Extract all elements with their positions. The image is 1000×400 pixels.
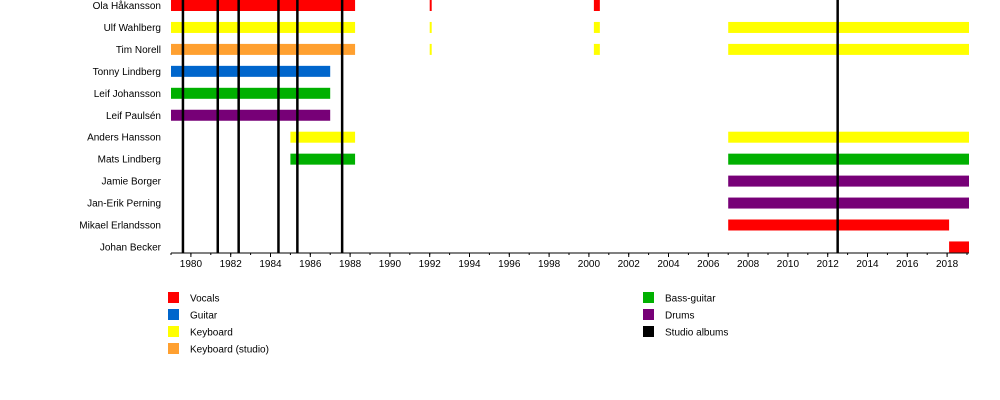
bar-tim-norell-keyboard [429, 43, 432, 55]
bar-jamie-borger-drums [728, 175, 969, 187]
bar-ulf-wahlberg-keyboard [593, 21, 600, 33]
x-tick-label: 1986 [299, 259, 322, 270]
x-tick-label: 2004 [657, 259, 680, 270]
bar-tonny-lindberg-guitar [171, 65, 331, 77]
member-label-jan-erik-perning: Jan-Erik Perning [87, 199, 161, 210]
legend-label-keyboard: Keyboard [190, 328, 233, 339]
legend-swatch-bass-guitar [643, 292, 654, 303]
member-label-johan-becker: Johan Becker [100, 242, 162, 253]
legend-swatch-guitar [168, 309, 179, 320]
bar-johan-becker-vocals [949, 241, 969, 253]
legend-swatch-keyboard [168, 326, 179, 337]
bar-ola-hakansson-vocals [593, 0, 600, 11]
x-tick-label: 2014 [856, 259, 879, 270]
x-tick-label: 2008 [737, 259, 760, 270]
member-label-leif-johansson: Leif Johansson [94, 89, 161, 100]
member-label-tonny-lindberg: Tonny Lindberg [93, 67, 161, 78]
x-tick-label: 1992 [419, 259, 442, 270]
member-label-leif-paulsen: Leif Paulsén [106, 111, 161, 122]
member-label-anders-hansson: Anders Hansson [87, 133, 161, 144]
x-tick-label: 2000 [578, 259, 601, 270]
member-labels: Ola Håkansson Ulf Wahlberg Tim Norell Tonny… [79, 0, 161, 253]
legend-label-studio-albums: Studio albums [665, 328, 728, 339]
x-tick-label: 1982 [220, 259, 243, 270]
x-tick-label: 2010 [777, 259, 800, 270]
bar-ola-hakansson-vocals [171, 0, 356, 11]
bar-anders-hansson-keyboard [728, 131, 969, 143]
x-tick-label: 2002 [618, 259, 641, 270]
bar-ulf-wahlberg-keyboard [429, 21, 432, 33]
member-label-ola-hakansson: Ola Håkansson [93, 0, 161, 12]
x-tick-label: 2018 [936, 259, 959, 270]
legend-label-keyboard-studio: Keyboard (studio) [190, 345, 269, 356]
bar-ulf-wahlberg-keyboard [171, 21, 356, 33]
legend-label-bass-guitar: Bass-guitar [665, 294, 716, 305]
bar-tim-norell-keyboard [593, 43, 600, 55]
x-tick-label: 1994 [458, 259, 481, 270]
bar-tim-norell-keyboard [728, 43, 969, 55]
legend-swatch-vocals [168, 292, 179, 303]
bar-anders-hansson-keyboard [290, 131, 356, 143]
legend-label-guitar: Guitar [190, 311, 218, 322]
x-tick-label: 2016 [896, 259, 919, 270]
bar-leif-johansson-bass-guitar [171, 87, 331, 99]
bar-ulf-wahlberg-keyboard [728, 21, 969, 33]
member-bars [171, 0, 969, 253]
x-tick-label: 1990 [379, 259, 402, 270]
x-tick-label: 1988 [339, 259, 362, 270]
x-tick-label: 1998 [538, 259, 561, 270]
legend-swatch-studio-albums [643, 326, 654, 337]
legend-swatch-drums [643, 309, 654, 320]
x-axis: 1980 1982 1984 1986 1988 1990 1992 1994 1996 1998… [170, 252, 969, 270]
studio-album-lines [181, 0, 839, 253]
member-label-jamie-borger: Jamie Borger [102, 177, 162, 188]
legend-label-vocals: Vocals [190, 294, 219, 305]
bar-tim-norell-keyboard-studio [171, 43, 356, 55]
bar-ola-hakansson-vocals [429, 0, 432, 11]
legend-label-drums: Drums [665, 311, 694, 322]
x-tick-label: 1984 [259, 259, 282, 270]
member-label-ulf-wahlberg: Ulf Wahlberg [104, 23, 161, 34]
legend: Vocals Guitar Keyboard Keyboard (studio) Bas… [168, 292, 728, 356]
bar-leif-paulsen-drums [171, 109, 331, 121]
bar-jan-erik-perning-drums [728, 197, 969, 209]
bar-mats-lindberg-bass-guitar [290, 153, 356, 165]
legend-swatch-keyboard-studio [168, 343, 179, 354]
member-label-mats-lindberg: Mats Lindberg [98, 155, 161, 166]
x-tick-label: 2012 [817, 259, 840, 270]
member-label-mikael-erlandsson: Mikael Erlandsson [79, 221, 161, 232]
member-label-tim-norell: Tim Norell [116, 45, 161, 56]
x-tick-label: 1996 [498, 259, 521, 270]
x-tick-label: 2006 [697, 259, 720, 270]
bar-mats-lindberg-bass-guitar [728, 153, 969, 165]
x-tick-label: 1980 [180, 259, 203, 270]
